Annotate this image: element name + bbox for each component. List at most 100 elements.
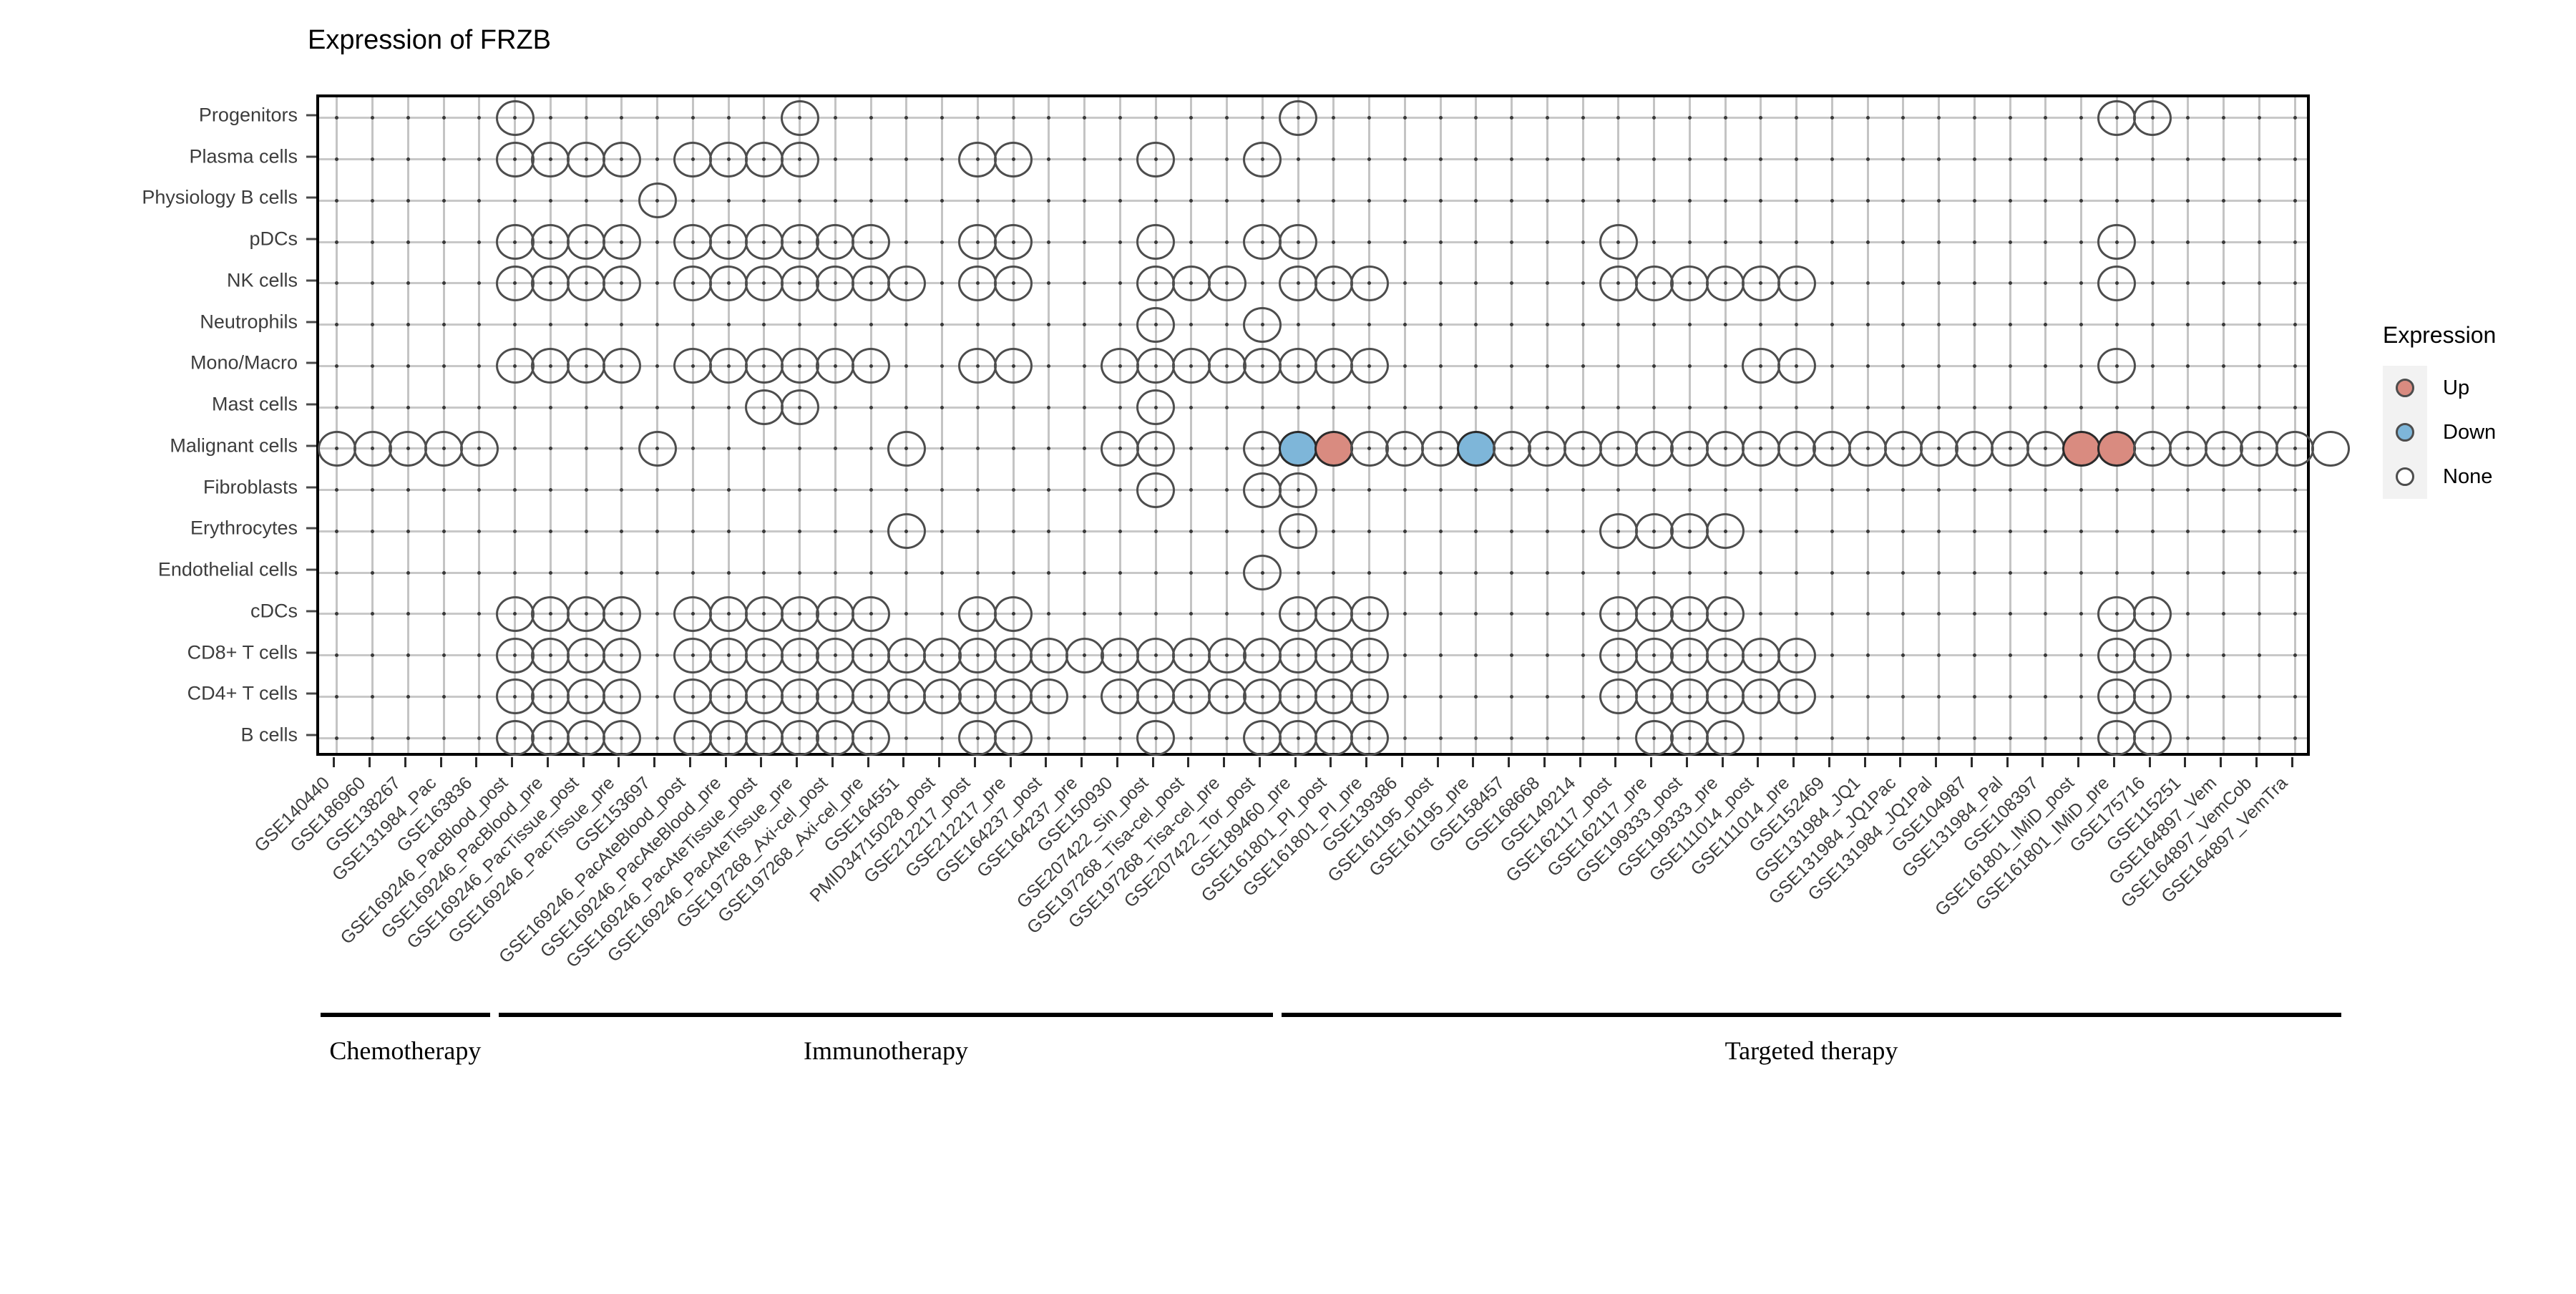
x-axis-tick xyxy=(938,757,941,767)
data-point-none xyxy=(1706,595,1745,632)
data-point-none xyxy=(1777,678,1816,715)
grid-dot xyxy=(1545,157,1549,162)
grid-dot xyxy=(2293,570,2297,575)
grid-dot xyxy=(833,116,837,120)
data-point-none xyxy=(1136,678,1176,715)
grid-dot xyxy=(1332,570,1336,575)
grid-dot xyxy=(1830,198,1834,203)
grid-line-vertical xyxy=(1154,97,1157,753)
data-point-none xyxy=(1279,595,1318,632)
data-point-none xyxy=(1634,720,1674,757)
grid-dot xyxy=(2008,736,2012,740)
data-point-none xyxy=(2097,99,2137,136)
data-point-none xyxy=(1029,678,1068,715)
legend-item-up[interactable]: Up xyxy=(2383,366,2496,410)
grid-dot xyxy=(1402,281,1407,286)
grid-line-horizontal xyxy=(319,324,2307,326)
x-axis-tick xyxy=(1151,757,1154,767)
data-point-none xyxy=(1136,141,1176,177)
grid-dot xyxy=(833,323,837,327)
grid-dot xyxy=(2186,405,2190,409)
data-point-none xyxy=(1528,430,1567,467)
y-axis-tick xyxy=(306,692,316,695)
grid-dot xyxy=(1865,570,1870,575)
grid-line-vertical xyxy=(442,97,445,753)
data-point-none xyxy=(1706,265,1745,301)
grid-dot xyxy=(1118,116,1122,120)
grid-dot xyxy=(371,612,375,616)
grid-dot xyxy=(655,323,660,327)
grid-dot xyxy=(371,694,375,699)
grid-dot xyxy=(1189,157,1194,162)
grid-dot xyxy=(513,323,517,327)
grid-dot xyxy=(869,198,873,203)
grid-dot xyxy=(371,653,375,658)
grid-dot xyxy=(1865,281,1870,286)
grid-dot xyxy=(548,447,552,451)
grid-dot xyxy=(2079,488,2084,492)
data-point-none xyxy=(531,224,570,261)
grid-dot xyxy=(904,364,909,368)
grid-dot xyxy=(620,323,624,327)
grid-dot xyxy=(1545,364,1549,368)
grid-dot xyxy=(1011,323,1015,327)
grid-dot xyxy=(940,198,945,203)
grid-line-vertical xyxy=(1973,97,1976,753)
data-point-none xyxy=(994,720,1033,757)
grid-dot xyxy=(371,570,375,575)
grid-dot xyxy=(1510,694,1514,699)
grid-dot xyxy=(1759,198,1763,203)
grid-dot xyxy=(1225,323,1229,327)
grid-dot xyxy=(2114,405,2119,409)
grid-dot xyxy=(1865,488,1870,492)
grid-line-vertical xyxy=(2080,97,2083,753)
grid-dot xyxy=(2257,736,2261,740)
data-point-none xyxy=(852,678,891,715)
grid-dot xyxy=(2008,364,2012,368)
grid-dot xyxy=(2293,694,2297,699)
grid-dot xyxy=(1581,488,1585,492)
x-axis-tick xyxy=(404,757,406,767)
y-axis-label: Erythrocytes xyxy=(190,517,298,539)
grid-dot xyxy=(2008,157,2012,162)
data-point-none xyxy=(744,389,784,426)
data-point-none xyxy=(958,348,997,384)
y-axis-tick xyxy=(306,568,316,571)
x-axis-tick xyxy=(1508,757,1511,767)
data-point-none xyxy=(780,265,819,301)
grid-dot xyxy=(1759,488,1763,492)
grid-dot xyxy=(335,157,339,162)
y-axis-label: pDCs xyxy=(249,228,298,250)
data-point-none xyxy=(1706,513,1745,550)
data-point-none xyxy=(1029,637,1068,673)
grid-dot xyxy=(513,447,517,451)
grid-dot xyxy=(2257,323,2261,327)
data-point-none xyxy=(531,720,570,757)
data-point-none xyxy=(673,720,713,757)
grid-dot xyxy=(1438,240,1443,244)
grid-dot xyxy=(1830,281,1834,286)
data-point-none xyxy=(495,595,535,632)
data-point-none xyxy=(602,265,641,301)
grid-dot xyxy=(869,529,873,533)
therapy-bracket xyxy=(321,1013,490,1017)
grid-dot xyxy=(1510,488,1514,492)
grid-dot xyxy=(1901,488,1906,492)
grid-line-vertical xyxy=(1546,97,1548,753)
data-point-none xyxy=(1777,430,1816,467)
grid-dot xyxy=(1795,612,1799,616)
grid-dot xyxy=(406,653,410,658)
legend-item-none[interactable]: None xyxy=(2383,454,2496,499)
y-axis-label: CD8+ T cells xyxy=(187,641,298,663)
grid-dot xyxy=(1367,157,1372,162)
grid-dot xyxy=(2186,653,2190,658)
grid-dot xyxy=(1795,529,1799,533)
grid-dot xyxy=(2257,405,2261,409)
grid-line-vertical xyxy=(869,97,872,753)
grid-dot xyxy=(1118,281,1122,286)
data-point-none xyxy=(1279,678,1318,715)
legend-item-down[interactable]: Down xyxy=(2383,410,2496,454)
grid-dot xyxy=(762,116,766,120)
grid-dot xyxy=(1937,157,1941,162)
grid-dot xyxy=(1225,529,1229,533)
